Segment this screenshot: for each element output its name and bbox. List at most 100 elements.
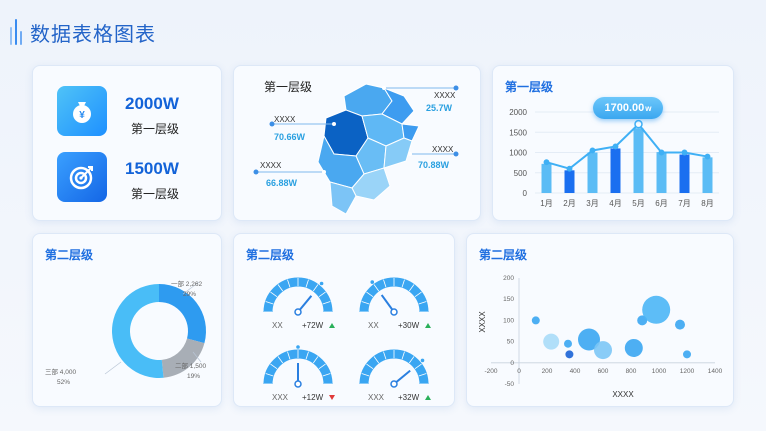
gauge-1: XX +30W [359,277,431,330]
gauge-tick-1-6 [401,279,405,288]
bubble-xtick-2: 200 [542,368,553,375]
gauge-hub-0 [294,308,302,316]
gauge-tick-2-9 [322,373,331,377]
bar-7 [702,157,713,193]
gauge-tick-2-6 [305,351,309,360]
gauge-tick-0-4 [287,279,291,288]
gauge-tick-0-6 [305,279,309,288]
bubble-1 [543,333,560,350]
bubble-xtick-3: 400 [570,368,581,375]
callout-name-2: XXXX [274,115,296,124]
gauge-value-0: +72W [302,321,324,330]
gauge-tick-1-2 [366,291,374,298]
bar-xtick-6: 7月 [678,199,690,208]
region-map: XXXX 25.7W XXXX 70.66W XXXX 70.88W XXXX … [253,83,459,215]
gauge-tick-2-8 [318,363,326,370]
gauge-marker-0 [319,281,324,286]
gauge-tick-2-7 [312,356,319,364]
gauge-hub-1 [390,308,398,316]
donut-label-3-pct: 52% [57,379,71,386]
gauge-tick-1-7 [408,284,415,292]
donut-slice-2 [111,284,164,378]
trend-point-5 [658,149,665,156]
trend-point-7 [704,153,711,160]
donut-label-1: 一部 2,262 29% [171,280,202,300]
bar-chart-card: 第一层级 0 500 1000 1500 2000 1月 2月 3月 4月 5月 6月 7月 8月 17… [492,65,734,221]
gauge-tick-3-3 [373,356,380,364]
page-header: 数据表格图表 [8,14,156,50]
callout-value-2: 70.66W [274,132,306,142]
gauge-hub-2 [294,380,302,388]
trend-point-2 [589,147,596,154]
bubble-2 [564,339,572,348]
gauge-card: 第二层级 XX +72W XX +30W XXX +12W XXX +32W [233,233,455,407]
trend-up-icon [329,323,335,328]
kpi-value-2: 1500W [125,159,179,178]
donut-label-1-text: 一部 2,262 [171,281,203,288]
kpi-label-2: 第一层级 [131,187,180,201]
bubble-ytick-1: 0 [510,360,514,367]
callout-value-1: 25.7W [426,103,453,113]
gauge-tick-3-1 [361,373,370,377]
bubble-xtick-1: 0 [517,368,521,375]
gauge-tick-3-8 [414,363,422,370]
gauge-tick-3-2 [366,363,374,370]
bubble-0 [531,316,540,325]
map-card: 第一层级 [233,65,481,221]
bar-xtick-2: 3月 [586,199,598,208]
bar-ytick-1: 500 [514,169,528,178]
trend-down-icon [329,395,335,400]
gauge-tick-0-2 [270,291,278,298]
donut-label-1-pct: 29% [183,291,197,298]
bar-trend-line [546,122,708,170]
bar-4 [633,128,644,193]
trend-point-6 [681,149,688,156]
map-regions [317,83,420,215]
bar-xtick-3: 4月 [609,199,621,208]
bubble-8 [642,295,671,324]
title-decoration-icon [8,17,24,47]
donut-label-2: 二部 1,500 19% [175,362,206,382]
gauge-arc-0 [263,277,333,313]
bubble-xtick-0: -200 [484,368,497,375]
bar-xtick-0: 1月 [540,199,552,208]
trend-point-3 [612,143,619,150]
donut-slice-0 [159,284,206,344]
gauge-tick-0-3 [277,284,284,292]
bubble-ytick-4: 150 [503,296,514,303]
gauge-marker-1 [370,280,375,284]
trend-point-4 [634,119,643,129]
kpi-value-1: 2000W [125,94,179,113]
gauge-tick-0-1 [265,301,274,305]
bar-xtick-5: 6月 [655,199,667,208]
donut-label-2-text: 二部 1,500 [175,363,207,370]
gauge-tick-2-2 [270,363,278,370]
gauge-arc-3 [359,349,429,385]
donut-hole [131,303,187,359]
bubble-5 [594,341,612,360]
bar-5 [656,152,667,193]
gauge-tick-2-1 [265,373,274,377]
gauge-tick-1-4 [383,279,387,288]
gauge-value-3: +32W [398,393,420,402]
bubble-card: 第二层级 -50 0 50 100 150 200 -200 0 200 400 600 800 100… [466,233,734,407]
gauge-tick-2-3 [277,356,284,364]
bar-xtick-4: 5月 [632,199,644,208]
donut-card: 第二层级 一部 2,262 29% 二部 1,500 19% 三部 4,000 … [32,233,222,407]
page-title: 数据表格图表 [30,21,156,46]
gauge-name-1: XX [368,321,379,330]
bar-0 [541,163,552,193]
gauge-3: XXX +32W [359,349,431,402]
gauge-group: XX +72W XX +30W XXX +12W XXX +32W [263,277,431,402]
trend-point-0 [543,159,550,166]
bubble-4 [578,328,600,351]
gauge-value-1: +30W [398,321,420,330]
bar-1 [564,170,575,193]
gauge-tick-0-7 [312,284,319,292]
kpi-card: ¥ 2000W 第一层级 1500W 第一层级 [32,65,222,221]
bar-highlight-value: 1700.00 [604,102,645,114]
bubble-ytick-5: 200 [503,275,514,282]
donut-slice-1 [161,338,205,378]
bubble-10 [683,350,691,359]
donut-card-title: 第二层级 [45,248,94,262]
